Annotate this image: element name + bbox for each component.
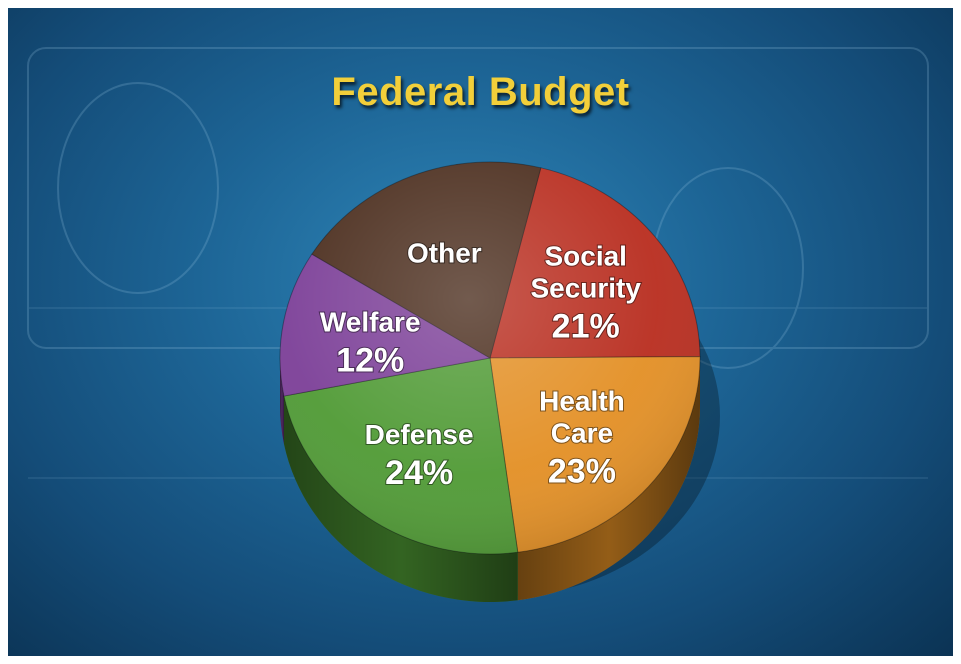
- chart-title: Federal Budget: [331, 70, 630, 114]
- label-social-security: Social Security 21%: [530, 240, 641, 345]
- pie-gloss: [280, 162, 700, 554]
- label-health-care: Health Care 23%: [539, 385, 625, 490]
- pie-top-gloss: [280, 162, 700, 554]
- label-text-welfare: Welfare: [320, 306, 421, 337]
- label-text-social-security: Security: [530, 272, 641, 303]
- label-text-health-care: Health: [539, 385, 625, 416]
- label-value-social-security: 21%: [552, 307, 620, 345]
- slide-background: Federal Budget Social Security 21% Health Ca…: [8, 8, 953, 656]
- label-text-other: Other: [407, 237, 482, 268]
- pie-labels: Social Security 21% Health Care 23% Defense 24%…: [319, 236, 643, 493]
- label-welfare: Welfare 12%: [320, 306, 421, 379]
- side-shade: [280, 358, 284, 445]
- pie-side-wall: [280, 358, 700, 603]
- side-shade: [283, 396, 518, 603]
- label-value-health-care: 23%: [548, 452, 616, 490]
- label-other: Other: [407, 237, 482, 268]
- label-text-health-care: Care: [551, 417, 613, 448]
- pie-chart: Social Security 21% Health Care 23% Defense 24%…: [279, 161, 720, 603]
- label-text-defense: Defense: [365, 419, 474, 450]
- label-value-defense: 24%: [385, 454, 453, 492]
- label-text-social-security: Social: [544, 240, 626, 271]
- side-shade: [517, 358, 700, 601]
- label-defense: Defense 24%: [365, 419, 474, 492]
- label-value-welfare: 12%: [336, 341, 404, 379]
